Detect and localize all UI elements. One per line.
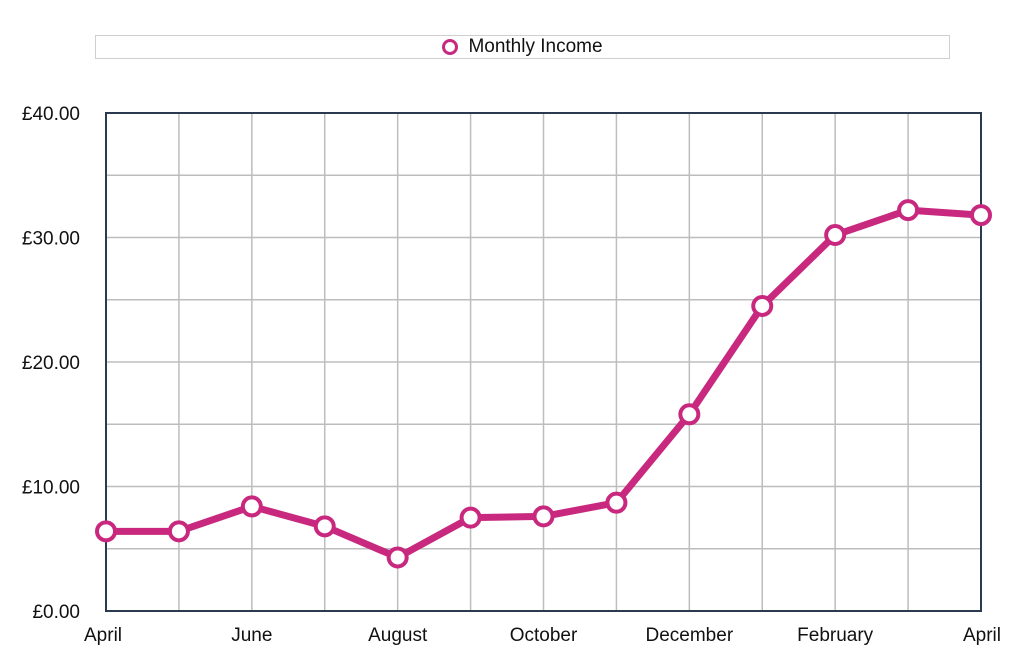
data-point: [386, 546, 409, 569]
chart-legend: Monthly Income: [95, 35, 950, 59]
data-point: [459, 506, 482, 529]
plot-frame: [105, 112, 982, 612]
data-point: [605, 491, 628, 514]
data-point: [824, 224, 847, 247]
x-tick-label: April: [963, 625, 1001, 646]
x-axis-labels: April June August October December February Ap…: [84, 625, 1001, 646]
x-tick-label: April: [84, 625, 122, 646]
data-points: [95, 199, 992, 569]
data-point: [751, 294, 774, 317]
legend-marker-icon: [442, 39, 459, 55]
x-tick-label: August: [368, 625, 428, 646]
data-point: [897, 199, 920, 222]
x-tick-label: December: [646, 625, 734, 646]
grid-lines: [106, 113, 981, 611]
y-tick-label: £10.00: [22, 478, 80, 499]
data-point: [167, 520, 190, 543]
y-tick-label: £20.00: [22, 353, 80, 374]
legend-label: Monthly Income: [468, 36, 603, 57]
y-tick-label: £40.00: [22, 104, 80, 125]
x-tick-label: February: [797, 625, 874, 646]
y-tick-label: £0.00: [32, 602, 80, 623]
data-point: [240, 495, 263, 518]
x-tick-label: October: [510, 625, 578, 646]
y-axis-labels: £0.00 £10.00 £20.00 £30.00 £40.00: [22, 104, 80, 623]
x-tick-label: June: [231, 625, 272, 646]
y-tick-label: £30.00: [22, 229, 80, 250]
data-point: [313, 515, 336, 538]
data-point: [532, 505, 555, 528]
data-point: [95, 520, 117, 543]
data-point: [970, 204, 992, 227]
data-point: [678, 403, 701, 426]
